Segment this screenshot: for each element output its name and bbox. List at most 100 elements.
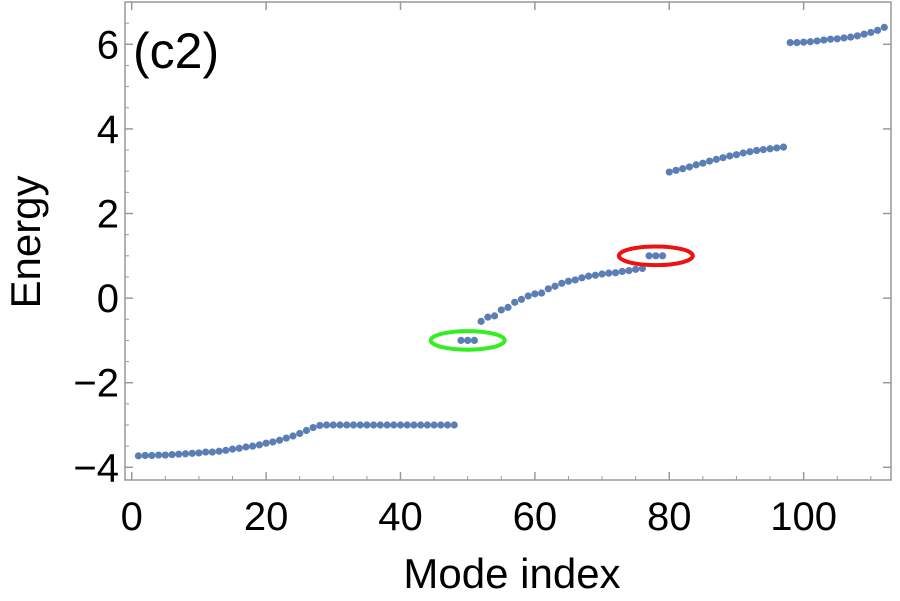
x-tick-label: 80 bbox=[647, 495, 692, 539]
data-point bbox=[423, 421, 431, 429]
plot-frame bbox=[124, 1, 892, 481]
data-point bbox=[228, 445, 237, 453]
data-point bbox=[484, 313, 492, 321]
x-axis: 0 20 40 60 80 100 bbox=[121, 2, 872, 539]
data-point bbox=[490, 312, 499, 320]
data-point bbox=[625, 267, 633, 275]
x-tick-label: 0 bbox=[121, 495, 143, 539]
data-point bbox=[181, 450, 190, 458]
x-tick-label: 100 bbox=[770, 495, 837, 539]
data-point bbox=[800, 38, 808, 46]
data-point bbox=[692, 161, 700, 169]
data-point bbox=[611, 269, 620, 277]
data-point bbox=[255, 441, 263, 449]
data-point bbox=[544, 285, 552, 293]
data-point bbox=[880, 23, 888, 31]
highlight-ellipses bbox=[428, 244, 695, 352]
data-point bbox=[826, 35, 835, 43]
data-point bbox=[141, 451, 149, 460]
data-point bbox=[390, 421, 398, 429]
data-point bbox=[665, 168, 673, 176]
data-point bbox=[726, 152, 734, 160]
data-point bbox=[403, 421, 411, 429]
data-point bbox=[793, 39, 801, 47]
data-point bbox=[222, 446, 230, 454]
data-point bbox=[235, 444, 243, 452]
x-tick-label: 20 bbox=[244, 495, 289, 539]
data-point bbox=[383, 421, 391, 429]
data-point bbox=[349, 421, 358, 429]
data-point bbox=[598, 270, 606, 278]
panel-label: (c2) bbox=[133, 23, 219, 79]
data-point bbox=[161, 451, 169, 459]
data-point bbox=[652, 252, 660, 260]
x-tick-label: 60 bbox=[513, 495, 558, 539]
data-point bbox=[188, 449, 196, 457]
y-axis: −4 −2 0 2 4 6 bbox=[73, 1, 891, 490]
data-point bbox=[450, 421, 458, 429]
data-point bbox=[437, 421, 445, 429]
data-point bbox=[867, 28, 875, 37]
data-point bbox=[813, 37, 821, 45]
y-axis-title: Energy bbox=[2, 175, 49, 308]
data-point bbox=[296, 429, 304, 438]
data-point bbox=[712, 155, 720, 163]
data-point bbox=[618, 267, 626, 276]
data-point bbox=[685, 163, 694, 171]
data-point bbox=[195, 449, 203, 457]
data-point bbox=[739, 149, 747, 157]
data-point bbox=[457, 336, 465, 345]
data-point bbox=[524, 292, 532, 300]
data-point bbox=[632, 265, 640, 273]
y-tick-label: −4 bbox=[73, 446, 119, 490]
y-tick-label: 6 bbox=[97, 23, 119, 67]
data-point bbox=[517, 295, 526, 303]
data-point bbox=[504, 303, 512, 312]
data-point bbox=[497, 306, 505, 314]
data-point bbox=[443, 421, 452, 429]
data-point bbox=[511, 298, 519, 306]
data-point bbox=[759, 146, 767, 154]
data-point bbox=[699, 159, 707, 167]
data-point bbox=[564, 277, 573, 285]
data-point bbox=[786, 39, 794, 47]
data-point bbox=[134, 452, 143, 460]
data-point bbox=[551, 282, 559, 290]
x-axis-title: Mode index bbox=[403, 550, 620, 597]
data-point bbox=[269, 438, 277, 446]
data-point bbox=[396, 421, 405, 429]
data-series bbox=[134, 23, 888, 460]
data-point bbox=[302, 426, 311, 435]
data-point bbox=[322, 421, 331, 429]
data-point bbox=[208, 448, 216, 456]
y-tick-label: 2 bbox=[97, 193, 119, 237]
data-point bbox=[847, 33, 855, 41]
data-point bbox=[356, 421, 364, 429]
data-point bbox=[343, 421, 351, 429]
data-point bbox=[766, 145, 774, 153]
data-point bbox=[719, 154, 727, 162]
data-point bbox=[275, 436, 284, 444]
data-point bbox=[215, 447, 223, 455]
data-point bbox=[464, 336, 472, 345]
data-point bbox=[873, 26, 882, 34]
data-point bbox=[679, 165, 687, 173]
data-point bbox=[591, 271, 599, 279]
data-point bbox=[262, 439, 270, 447]
data-point bbox=[249, 442, 257, 450]
data-point bbox=[806, 38, 814, 46]
data-point bbox=[853, 32, 862, 40]
data-point bbox=[605, 269, 613, 277]
data-point bbox=[316, 421, 324, 430]
highlight-ellipse bbox=[616, 244, 695, 268]
data-point bbox=[329, 421, 337, 429]
data-point bbox=[336, 421, 344, 429]
data-point bbox=[363, 421, 371, 429]
data-point bbox=[430, 421, 438, 429]
data-point bbox=[820, 36, 828, 44]
data-point bbox=[168, 451, 176, 459]
data-point bbox=[578, 274, 586, 282]
data-point bbox=[376, 421, 384, 429]
data-point bbox=[672, 166, 680, 174]
